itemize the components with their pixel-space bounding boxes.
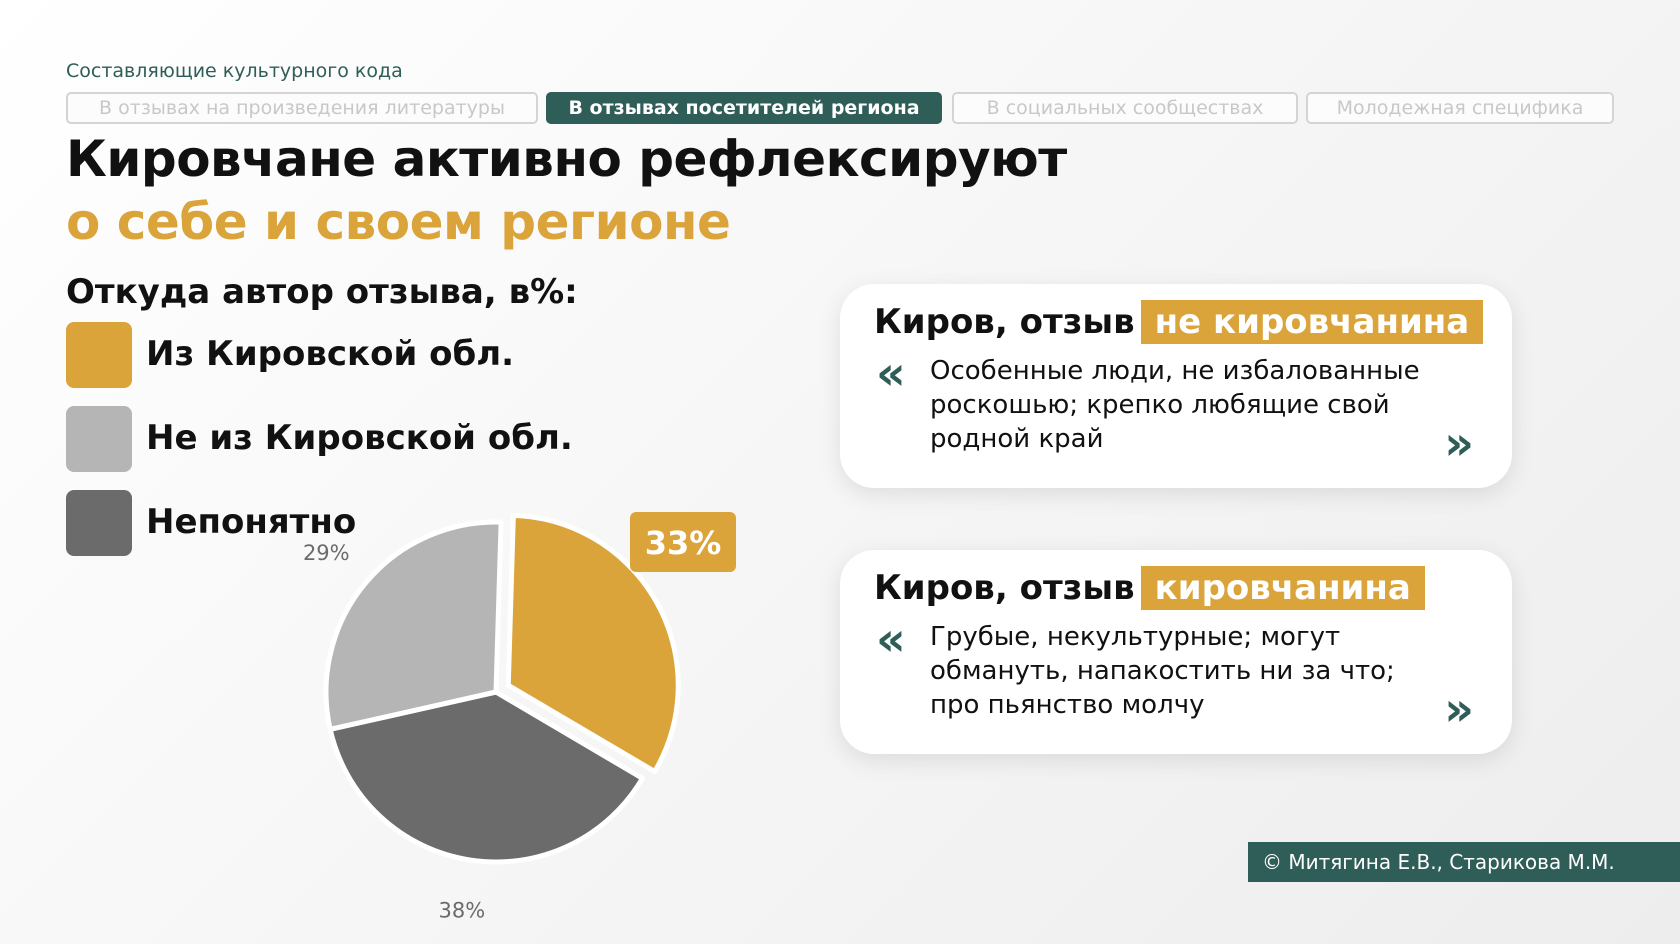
quote-close-icon: » (1444, 416, 1474, 470)
card-highlight: не кировчанина (1140, 300, 1484, 344)
pie-label-2: 29% (303, 541, 350, 565)
legend-label-kirov: Из Кировской обл. (146, 334, 515, 374)
page-title: Кировчане активно рефлексируют (66, 130, 1067, 188)
section-subtitle: Составляющие культурного кода (66, 60, 403, 82)
quote-open-icon: « (876, 612, 906, 666)
card-quote-text: Грубые, некультурные; могут обмануть, на… (930, 622, 1395, 720)
pie-label-1: 38% (439, 898, 486, 922)
card-heading: Киров, отзыв кировчанина (874, 566, 1425, 610)
card-heading: Киров, отзыв не кировчанина (874, 300, 1484, 344)
legend-swatch-unknown (66, 490, 132, 556)
quote-close-icon: » (1444, 682, 1474, 736)
tab-visitor-reviews[interactable]: В отзывах посетителей региона (546, 92, 942, 124)
card-heading-text: Киров, отзыв (874, 302, 1135, 342)
legend-title: Откуда автор отзыва, в%: (66, 272, 578, 312)
pie-slice-2 (323, 519, 504, 732)
page-title-accent: о себе и своем регионе (66, 193, 731, 251)
quote-open-icon: « (876, 346, 906, 400)
legend-swatch-kirov (66, 322, 132, 388)
review-card-nonresident: Киров, отзыв не кировчанина « Особенные л… (840, 284, 1512, 488)
pie-label-box-0 (630, 512, 736, 572)
tab-literature-reviews[interactable]: В отзывах на произведения литературы (66, 92, 538, 124)
card-highlight: кировчанина (1140, 566, 1425, 610)
tab-social-communities[interactable]: В социальных сообществах (952, 92, 1298, 124)
card-quote-text: Особенные люди, не избалованные роскошью… (930, 356, 1420, 454)
pie-slice-1 (327, 689, 645, 865)
pie-label-0: 33% (645, 524, 722, 562)
card-heading-text: Киров, отзыв (874, 568, 1135, 608)
legend-label-not-kirov: Не из Кировской обл. (146, 418, 573, 458)
copyright-badge: © Митягина Е.В., Старикова М.М. (1248, 842, 1680, 882)
tab-youth-specifics[interactable]: Молодежная специфика (1306, 92, 1614, 124)
review-card-resident: Киров, отзыв кировчанина « Грубые, некуль… (840, 550, 1512, 754)
pie-slice-0 (505, 512, 681, 775)
legend-label-unknown: Непонятно (146, 502, 357, 542)
legend-swatch-not-kirov (66, 406, 132, 472)
